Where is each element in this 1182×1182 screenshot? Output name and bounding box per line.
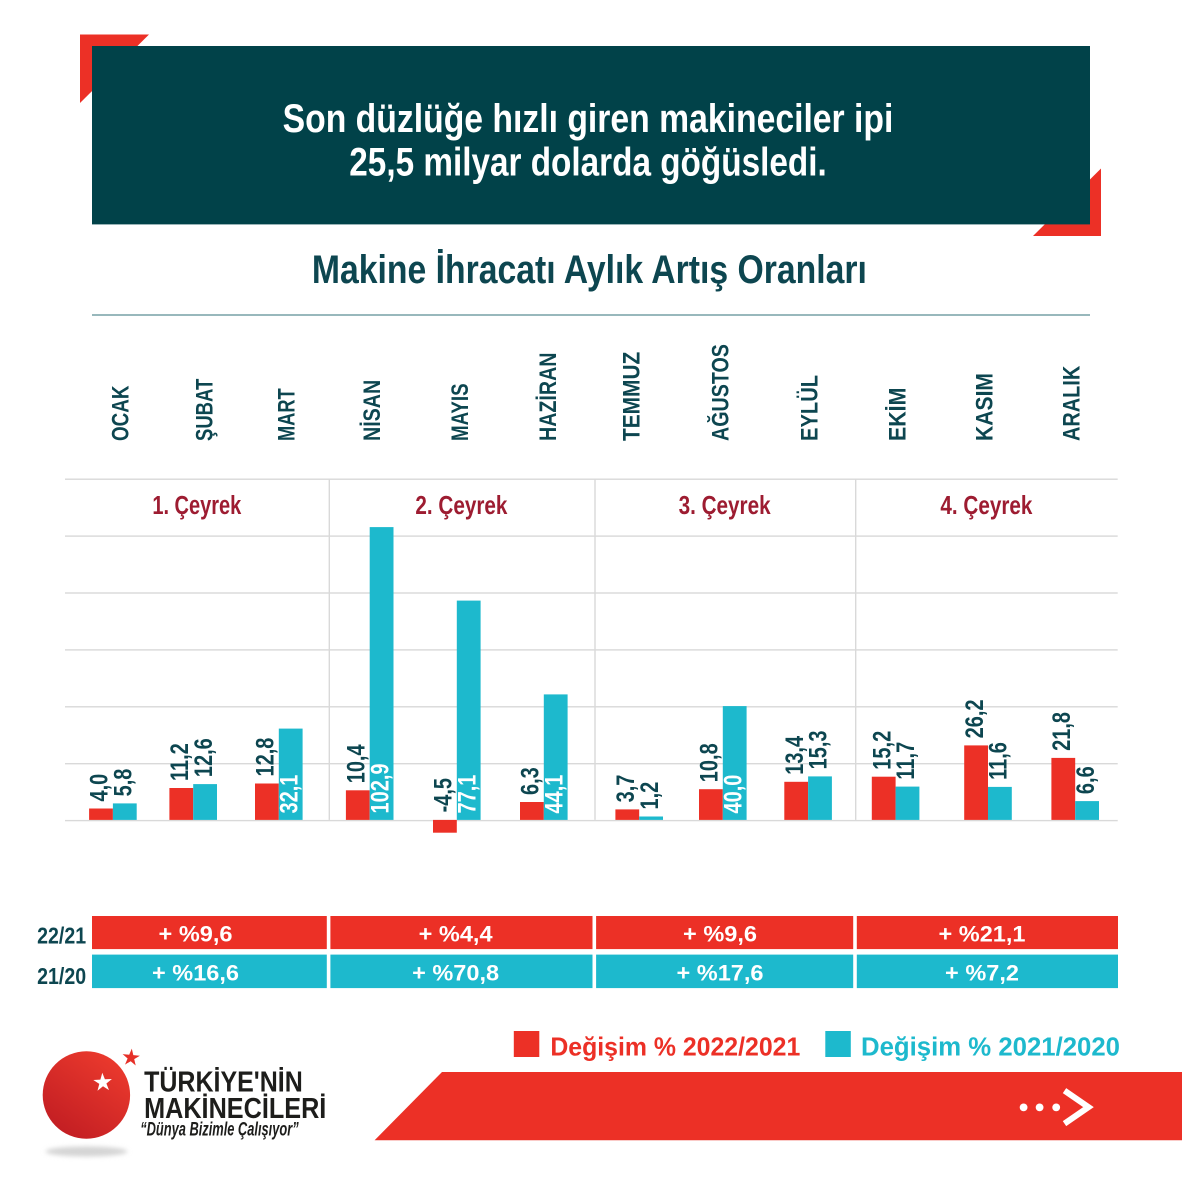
svg-text:+ %9,6: + %9,6 [683, 921, 757, 946]
svg-text:MAKİNECİLERİ: MAKİNECİLERİ [144, 1091, 326, 1124]
svg-text:4. Çeyrek: 4. Çeyrek [940, 491, 1033, 520]
svg-text:KASIM: KASIM [971, 373, 998, 441]
svg-text:EYLÜL: EYLÜL [796, 375, 823, 441]
svg-text:EKİM: EKİM [884, 388, 911, 441]
svg-text:+ %21,1: + %21,1 [939, 921, 1026, 946]
svg-text:-4,5: -4,5 [430, 778, 458, 812]
svg-text:1,2: 1,2 [636, 782, 664, 810]
svg-text:+ %4,4: + %4,4 [419, 921, 493, 946]
svg-text:44,1: 44,1 [540, 775, 568, 814]
svg-text:40,0: 40,0 [719, 775, 747, 814]
svg-text:22/21: 22/21 [37, 923, 86, 949]
svg-text:2. Çeyrek: 2. Çeyrek [415, 491, 508, 520]
svg-text:102,9: 102,9 [366, 763, 394, 813]
svg-text:NİSAN: NİSAN [358, 380, 385, 441]
svg-text:32,1: 32,1 [275, 775, 303, 814]
svg-text:5,8: 5,8 [109, 769, 137, 797]
svg-text:3,7: 3,7 [612, 775, 640, 803]
svg-text:15,2: 15,2 [868, 731, 896, 770]
svg-text:Son düzlüğe hızlı giren makine: Son düzlüğe hızlı giren makineciler ipi [283, 96, 894, 140]
svg-text:6,6: 6,6 [1072, 766, 1100, 794]
svg-text:3. Çeyrek: 3. Çeyrek [679, 491, 772, 520]
svg-text:4,0: 4,0 [86, 774, 114, 802]
svg-text:+ %17,6: + %17,6 [677, 960, 764, 985]
svg-text:ARALIK: ARALIK [1058, 366, 1085, 441]
svg-text:6,3: 6,3 [517, 767, 545, 795]
svg-text:21,8: 21,8 [1048, 712, 1076, 751]
svg-text:TEMMUZ: TEMMUZ [618, 351, 645, 441]
svg-text:10,8: 10,8 [696, 743, 724, 782]
svg-text:HAZİRAN: HAZİRAN [534, 352, 561, 441]
svg-text:MAYIS: MAYIS [447, 383, 474, 441]
svg-text:AĞUSTOS: AĞUSTOS [707, 344, 734, 441]
svg-text:MART: MART [273, 388, 300, 441]
svg-text:11,7: 11,7 [892, 742, 920, 780]
svg-text:OCAK: OCAK [106, 385, 134, 441]
svg-text:10,4: 10,4 [342, 744, 370, 783]
svg-text:25,5 milyar dolarda göğüsledi.: 25,5 milyar dolarda göğüsledi. [349, 140, 826, 185]
svg-text:77,1: 77,1 [453, 775, 481, 814]
svg-text:Değişim % 2021/2020: Değişim % 2021/2020 [861, 1033, 1120, 1061]
svg-text:21/20: 21/20 [37, 963, 86, 989]
svg-text:Değişim % 2022/2021: Değişim % 2022/2021 [550, 1033, 800, 1062]
svg-text:TÜRKİYE'NİN: TÜRKİYE'NİN [144, 1065, 303, 1098]
svg-text:13,4: 13,4 [781, 736, 809, 775]
svg-text:1. Çeyrek: 1. Çeyrek [152, 490, 241, 519]
svg-text:12,8: 12,8 [252, 738, 280, 777]
svg-text:11,6: 11,6 [985, 742, 1013, 780]
svg-text:+ %9,6: + %9,6 [159, 921, 233, 946]
svg-text:ŞUBAT: ŞUBAT [191, 379, 218, 441]
svg-text:+ %70,8: + %70,8 [412, 960, 499, 985]
svg-text:11,2: 11,2 [166, 743, 194, 781]
svg-text:26,2: 26,2 [961, 699, 989, 738]
svg-text:15,3: 15,3 [805, 730, 833, 769]
svg-text:12,6: 12,6 [190, 738, 218, 777]
svg-text:“Dünya Bizimle Çalışıyor”: “Dünya Bizimle Çalışıyor” [140, 1119, 299, 1140]
svg-text:+ %7,2: + %7,2 [945, 960, 1019, 985]
svg-text:Makine İhracatı Aylık Artış Or: Makine İhracatı Aylık Artış Oranları [312, 247, 867, 291]
svg-text:+ %16,6: + %16,6 [152, 960, 239, 985]
